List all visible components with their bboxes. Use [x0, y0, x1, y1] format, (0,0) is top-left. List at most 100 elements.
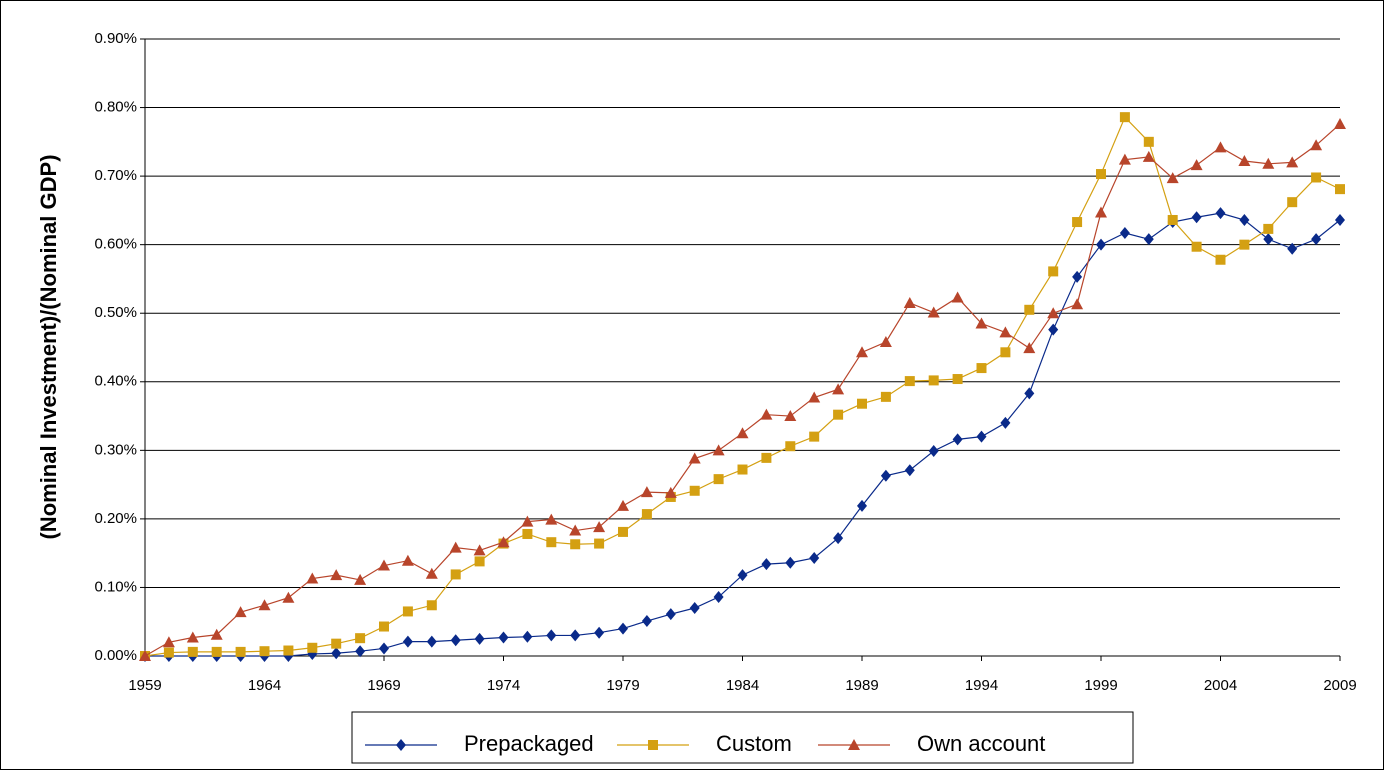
data-point — [737, 569, 748, 582]
data-point — [857, 499, 867, 512]
data-point — [1118, 153, 1131, 165]
data-point — [880, 391, 891, 402]
data-point — [330, 569, 343, 581]
data-point — [999, 326, 1012, 338]
data-point — [1143, 233, 1154, 246]
data-point — [808, 391, 821, 403]
data-point — [355, 645, 366, 658]
data-point — [522, 630, 533, 643]
x-tick-label: 1979 — [606, 677, 639, 694]
data-point — [904, 464, 915, 477]
data-point — [426, 635, 437, 648]
data-point — [594, 538, 605, 549]
y-tick-label: 0.30% — [94, 441, 137, 458]
data-point — [139, 650, 151, 661]
data-point — [904, 376, 915, 387]
data-point — [1263, 223, 1274, 234]
x-tick-label: 1994 — [965, 677, 998, 694]
data-point — [354, 573, 367, 585]
x-tick-label: 2009 — [1323, 677, 1356, 694]
data-point — [1047, 307, 1060, 319]
data-point — [163, 647, 174, 658]
data-point — [928, 375, 939, 386]
data-point — [593, 521, 606, 533]
data-point — [713, 474, 724, 485]
data-point — [1335, 184, 1345, 195]
data-point — [688, 452, 701, 464]
data-point — [162, 636, 175, 648]
data-point — [378, 559, 390, 571]
data-point — [450, 634, 461, 647]
data-point — [1263, 233, 1274, 246]
data-point — [952, 374, 963, 385]
data-point — [879, 336, 892, 348]
data-point — [521, 515, 534, 527]
data-point — [1072, 217, 1083, 228]
data-point — [1023, 342, 1036, 354]
data-point — [1142, 150, 1155, 162]
data-point — [210, 628, 223, 640]
data-point — [1287, 242, 1298, 255]
data-point — [640, 486, 653, 498]
data-point — [259, 646, 270, 657]
data-point — [1214, 141, 1227, 153]
data-point — [1096, 238, 1106, 251]
legend-label: Custom — [716, 731, 792, 756]
data-point — [545, 513, 558, 525]
data-point — [1335, 213, 1345, 226]
data-point — [952, 433, 963, 446]
data-point — [1191, 241, 1202, 252]
data-point — [306, 572, 319, 584]
data-point — [546, 629, 557, 642]
data-point — [1286, 156, 1299, 168]
data-point — [1262, 157, 1275, 169]
data-point — [449, 541, 462, 553]
data-point — [641, 615, 652, 628]
data-point — [903, 296, 916, 308]
data-point — [664, 486, 677, 498]
data-point — [1311, 233, 1322, 246]
data-point — [761, 452, 772, 463]
data-point — [1215, 254, 1226, 265]
data-point — [713, 591, 724, 604]
data-point — [450, 569, 461, 580]
legend-marker — [396, 739, 406, 751]
x-tick-label: 1974 — [487, 677, 520, 694]
data-point — [379, 621, 389, 632]
data-point — [689, 485, 700, 496]
data-point — [1190, 159, 1203, 171]
data-point — [1024, 387, 1035, 400]
data-point — [569, 524, 582, 536]
data-point — [832, 383, 845, 395]
legend-marker — [648, 740, 658, 750]
data-point — [617, 499, 629, 511]
data-point — [1119, 227, 1130, 240]
data-point — [570, 629, 581, 642]
data-point — [570, 539, 581, 550]
data-point — [187, 646, 198, 657]
data-point — [928, 445, 939, 458]
data-point — [856, 346, 868, 358]
data-point — [809, 551, 820, 564]
data-point — [641, 509, 652, 520]
data-point — [618, 526, 628, 537]
data-point — [1191, 211, 1202, 224]
data-point — [1239, 239, 1250, 250]
data-point — [1072, 270, 1083, 283]
data-point — [331, 647, 342, 660]
data-point — [1095, 206, 1107, 218]
data-point — [784, 410, 797, 422]
data-point — [401, 554, 414, 566]
y-tick-label: 0.20% — [94, 510, 137, 527]
data-point — [331, 638, 342, 649]
data-point — [1311, 172, 1322, 183]
data-point — [809, 431, 820, 442]
data-point — [379, 642, 389, 655]
data-point — [235, 646, 246, 657]
data-point — [1310, 139, 1323, 151]
data-point — [618, 622, 628, 635]
data-point — [522, 528, 533, 539]
data-point — [402, 606, 413, 617]
data-point — [234, 606, 247, 618]
